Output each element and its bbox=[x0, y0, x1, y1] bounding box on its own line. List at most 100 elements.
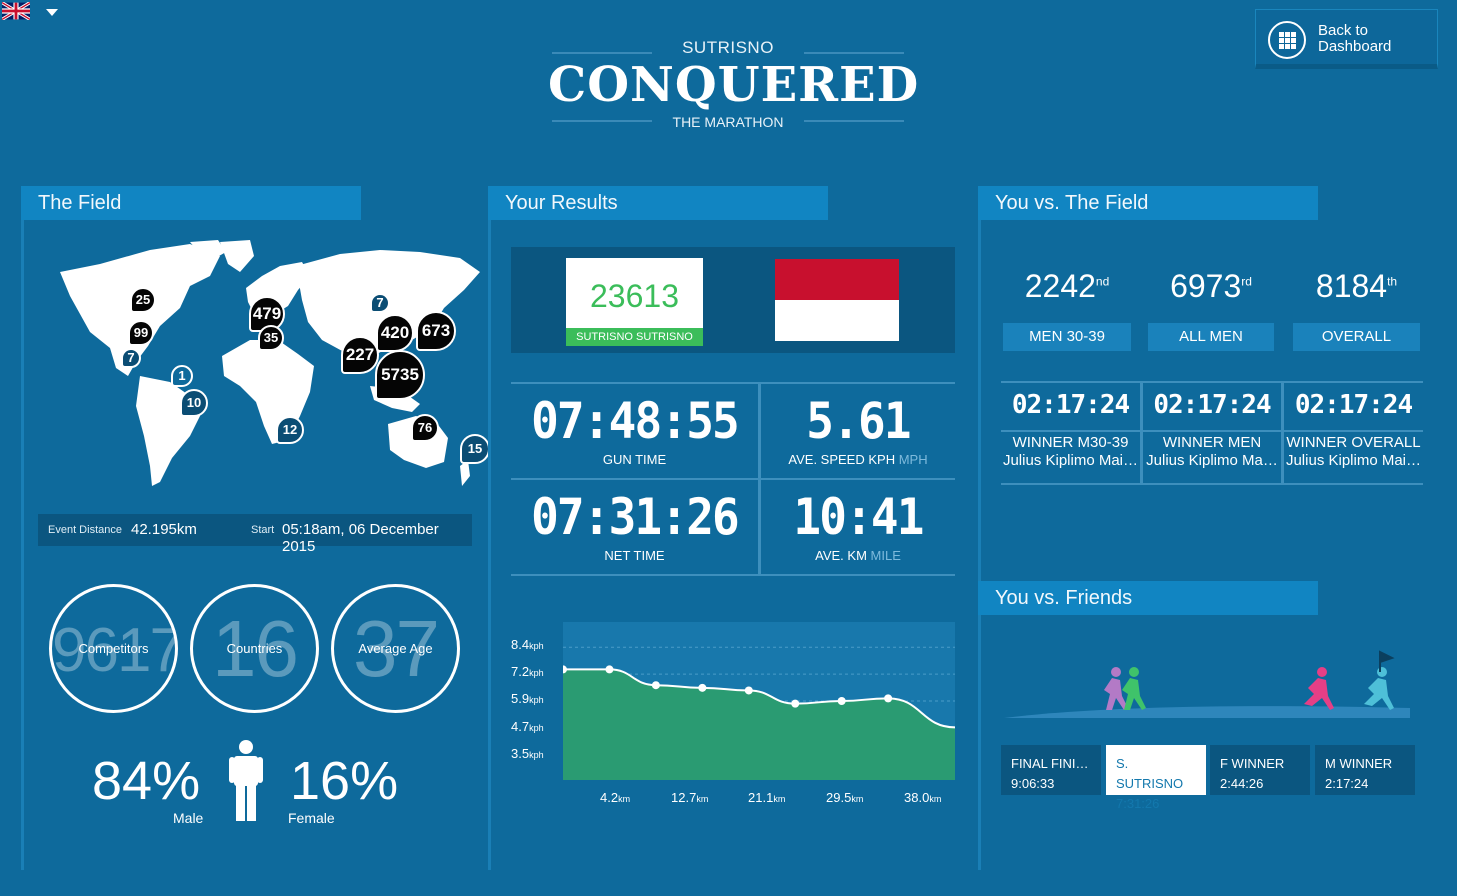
speed-point[interactable] bbox=[791, 699, 800, 708]
panel-divider bbox=[21, 220, 24, 870]
winner-time: 02:17:24 bbox=[1294, 390, 1413, 420]
rank-suffix: nd bbox=[1095, 274, 1110, 289]
rank-all-men: 6973rd ALL MEN bbox=[1148, 268, 1274, 351]
indonesia-flag-icon bbox=[775, 259, 899, 341]
uk-flag-icon bbox=[2, 2, 30, 20]
female-percentage: 16% bbox=[290, 751, 399, 811]
map-pin[interactable]: 420 bbox=[376, 314, 414, 352]
divider-line bbox=[511, 574, 955, 576]
y-tick-label: 5.9kph bbox=[511, 691, 544, 706]
logo-tagline: THE MARATHON bbox=[672, 114, 784, 130]
avg-speed-value: 5.61 bbox=[806, 392, 911, 450]
speed-point[interactable] bbox=[698, 683, 707, 692]
countries-value: 16 bbox=[212, 604, 299, 693]
average-age-value: 37 bbox=[353, 604, 440, 693]
map-pin[interactable]: 1 bbox=[171, 365, 193, 387]
y-tick-label: 3.5kph bbox=[511, 746, 544, 761]
start-value: 05:18am, 06 December 2015 bbox=[282, 521, 439, 555]
divider-line bbox=[1001, 430, 1423, 432]
map-pin[interactable]: 76 bbox=[411, 414, 439, 442]
avg-speed-label: AVE. SPEED KPH bbox=[788, 452, 896, 467]
rank-label: OVERALL bbox=[1293, 323, 1420, 351]
map-pin[interactable]: 7 bbox=[370, 293, 390, 313]
friend-name: FINAL FINI… bbox=[1011, 756, 1089, 771]
friend-name: M WINNER bbox=[1325, 756, 1393, 771]
rank-label: ALL MEN bbox=[1148, 323, 1274, 351]
rank-value: 6973 bbox=[1170, 268, 1242, 304]
panel-title-vs-field: You vs. The Field bbox=[978, 186, 1318, 220]
male-percentage: 84% bbox=[92, 751, 201, 811]
divider-line bbox=[511, 478, 955, 480]
net-time-cell: 07:31:26 NET TIME bbox=[511, 486, 758, 563]
rank-label: MEN 30-39 bbox=[1003, 323, 1131, 351]
map-pin[interactable]: 99 bbox=[128, 320, 154, 346]
competitors-stat: 9617 Competitors bbox=[49, 584, 178, 713]
rank-men-30-39: 2242nd MEN 30-39 bbox=[1003, 268, 1131, 351]
map-pin[interactable]: 5735 bbox=[375, 350, 425, 400]
avg-pace-label: AVE. KM bbox=[815, 548, 867, 563]
winner-category: WINNER M30-39 bbox=[1012, 434, 1129, 451]
panel-title-your-results: Your Results bbox=[488, 186, 828, 220]
logo-runner-name: SUTRISNO bbox=[682, 38, 774, 57]
bib-card: 23613 SUTRISNO SUTRISNO bbox=[566, 258, 703, 346]
start-label: Start bbox=[251, 524, 275, 536]
speed-point[interactable] bbox=[884, 694, 893, 703]
friend-card-self[interactable]: S. SUTRISNO 7:31:26 bbox=[1106, 745, 1206, 811]
finish-flag-icon bbox=[1379, 650, 1395, 672]
panel-title-the-field: The Field bbox=[21, 186, 361, 220]
grid-icon bbox=[1268, 21, 1306, 59]
map-pin[interactable]: 10 bbox=[180, 389, 208, 417]
y-tick-label: 4.7kph bbox=[511, 719, 544, 734]
rank-suffix: th bbox=[1387, 274, 1398, 289]
back-button-label: Back to Dashboard bbox=[1318, 22, 1392, 55]
countries-label: Countries bbox=[226, 641, 283, 656]
female-label: Female bbox=[288, 810, 335, 826]
divider-line bbox=[511, 382, 955, 384]
avg-pace-alt-unit[interactable]: MILE bbox=[870, 548, 901, 563]
bib-runner-name: SUTRISNO SUTRISNO bbox=[566, 328, 703, 346]
average-age-label: Average Age bbox=[358, 641, 433, 656]
map-pin[interactable]: 673 bbox=[416, 311, 456, 351]
avg-speed-alt-unit[interactable]: MPH bbox=[898, 452, 928, 467]
friends-race-track bbox=[1004, 650, 1410, 718]
divider-line bbox=[1281, 383, 1284, 483]
map-pin[interactable]: 227 bbox=[341, 336, 379, 374]
winner-men: 02:17:24 WINNER MEN Julius Kiplimo Ma… bbox=[1143, 390, 1281, 470]
friend-time: 2:17:24 bbox=[1325, 776, 1369, 791]
x-tick-label: 29.5km bbox=[826, 790, 864, 805]
avg-pace-cell: 10:41 AVE. KM MILE bbox=[761, 486, 955, 563]
map-pin[interactable]: 7 bbox=[121, 348, 141, 368]
x-tick-label: 21.1km bbox=[748, 790, 786, 805]
countries-stat: 16 Countries bbox=[190, 584, 319, 713]
rank-suffix: rd bbox=[1241, 274, 1252, 289]
winner-time: 02:17:24 bbox=[1011, 390, 1130, 420]
gun-time-value: 07:48:55 bbox=[531, 392, 740, 450]
map-pin[interactable]: 15 bbox=[460, 434, 490, 464]
divider-line bbox=[1001, 381, 1423, 383]
speed-point[interactable] bbox=[605, 665, 614, 674]
speed-point[interactable] bbox=[744, 686, 753, 695]
back-to-dashboard-button[interactable]: Back to Dashboard bbox=[1255, 9, 1438, 69]
avg-speed-cell: 5.61 AVE. SPEED KPH MPH bbox=[761, 390, 955, 467]
panel-divider bbox=[978, 220, 981, 870]
speed-point[interactable] bbox=[651, 681, 660, 690]
speed-point[interactable] bbox=[837, 697, 846, 705]
friend-card-final-finisher[interactable]: FINAL FINI… 9:06:33 bbox=[1001, 745, 1101, 795]
friend-card-m-winner[interactable]: M WINNER 2:17:24 bbox=[1315, 745, 1415, 795]
friend-card-f-winner[interactable]: F WINNER 2:44:26 bbox=[1210, 745, 1310, 795]
friend-time: 2:44:26 bbox=[1220, 776, 1264, 791]
winner-category: WINNER MEN bbox=[1162, 434, 1262, 451]
map-pin[interactable]: 35 bbox=[258, 325, 284, 351]
friend-name: F WINNER bbox=[1220, 756, 1285, 771]
net-time-value: 07:31:26 bbox=[531, 488, 740, 546]
rank-overall: 8184th OVERALL bbox=[1293, 268, 1420, 351]
winner-name: Julius Kiplimo Ma… bbox=[1146, 452, 1278, 469]
winner-category: WINNER OVERALL bbox=[1286, 434, 1421, 451]
map-pin[interactable]: 12 bbox=[276, 416, 304, 444]
map-pin[interactable]: 25 bbox=[130, 287, 156, 313]
runner-icon bbox=[1364, 667, 1394, 710]
winner-overall: 02:17:24 WINNER OVERALL Julius Kiplimo M… bbox=[1284, 390, 1423, 470]
divider-line bbox=[1001, 483, 1423, 485]
language-selector[interactable] bbox=[0, 0, 62, 24]
male-label: Male bbox=[173, 810, 204, 826]
